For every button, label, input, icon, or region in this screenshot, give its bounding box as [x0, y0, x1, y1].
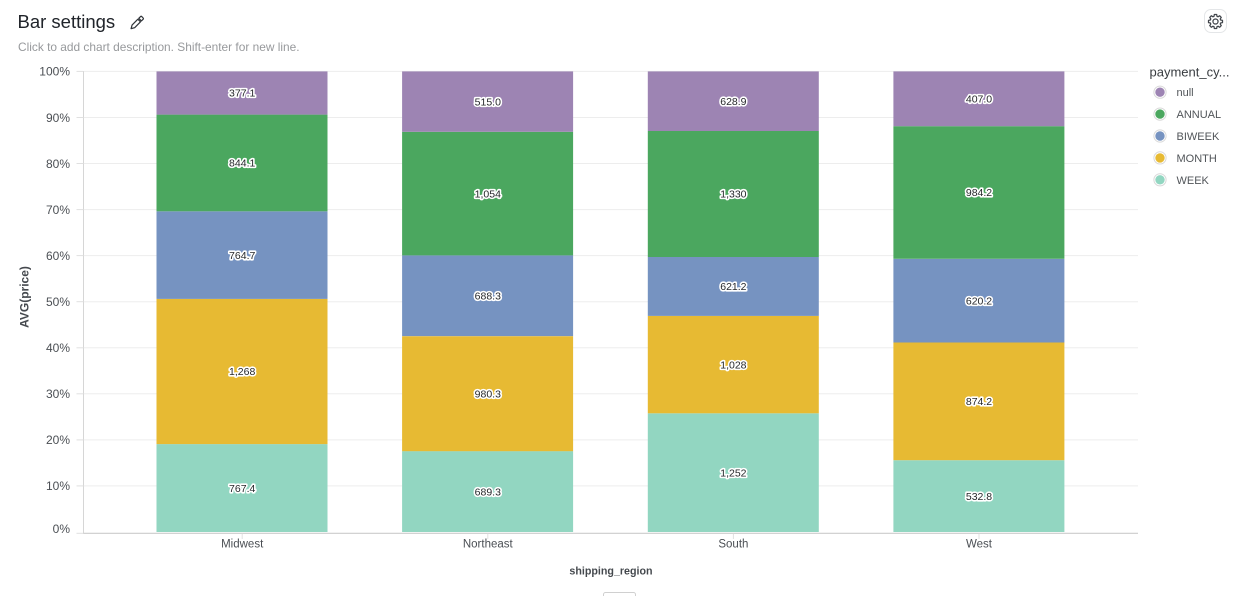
svg-text:40%: 40% — [46, 341, 70, 355]
svg-text:70%: 70% — [46, 203, 70, 217]
svg-text:West: West — [966, 538, 993, 550]
svg-text:Midwest: Midwest — [221, 538, 264, 550]
svg-text:MONTH: MONTH — [1177, 153, 1217, 165]
svg-text:620.2: 620.2 — [966, 295, 992, 307]
svg-text:80%: 80% — [46, 157, 70, 171]
svg-text:Northeast: Northeast — [463, 538, 514, 550]
svg-text:767.4: 767.4 — [229, 483, 255, 495]
svg-text:100%: 100% — [39, 65, 70, 79]
svg-text:1,054: 1,054 — [475, 188, 501, 200]
svg-text:377.1: 377.1 — [229, 88, 255, 100]
svg-text:980.3: 980.3 — [475, 388, 501, 400]
svg-text:984.2: 984.2 — [966, 187, 992, 199]
svg-text:689.3: 689.3 — [475, 486, 501, 498]
svg-text:payment_cy...: payment_cy... — [1150, 65, 1230, 80]
svg-text:null: null — [1177, 87, 1194, 99]
svg-text:1,028: 1,028 — [720, 359, 746, 371]
svg-text:621.2: 621.2 — [720, 281, 746, 293]
svg-text:shipping_region: shipping_region — [569, 566, 652, 578]
svg-text:60%: 60% — [46, 249, 70, 263]
svg-text:0%: 0% — [53, 522, 71, 536]
svg-text:South: South — [718, 538, 748, 550]
svg-text:1,330: 1,330 — [720, 189, 746, 201]
svg-text:515.0: 515.0 — [475, 96, 501, 108]
svg-text:BIWEEK: BIWEEK — [1177, 131, 1220, 143]
svg-text:874.2: 874.2 — [966, 396, 992, 408]
svg-text:407.0: 407.0 — [966, 94, 992, 106]
svg-text:ANNUAL: ANNUAL — [1177, 109, 1222, 121]
svg-text:AVG(price): AVG(price) — [17, 266, 31, 328]
svg-text:844.1: 844.1 — [229, 158, 255, 170]
svg-text:WEEK: WEEK — [1177, 175, 1210, 187]
svg-text:30%: 30% — [46, 387, 70, 401]
svg-text:1,252: 1,252 — [720, 467, 746, 479]
svg-text:90%: 90% — [46, 111, 70, 125]
svg-text:764.7: 764.7 — [229, 250, 255, 262]
svg-text:532.8: 532.8 — [966, 491, 992, 503]
svg-text:50%: 50% — [46, 295, 70, 309]
svg-text:628.9: 628.9 — [720, 96, 746, 108]
svg-text:20%: 20% — [46, 433, 70, 447]
svg-text:1,268: 1,268 — [229, 366, 255, 378]
svg-text:10%: 10% — [46, 479, 70, 493]
svg-text:688.3: 688.3 — [475, 291, 501, 303]
